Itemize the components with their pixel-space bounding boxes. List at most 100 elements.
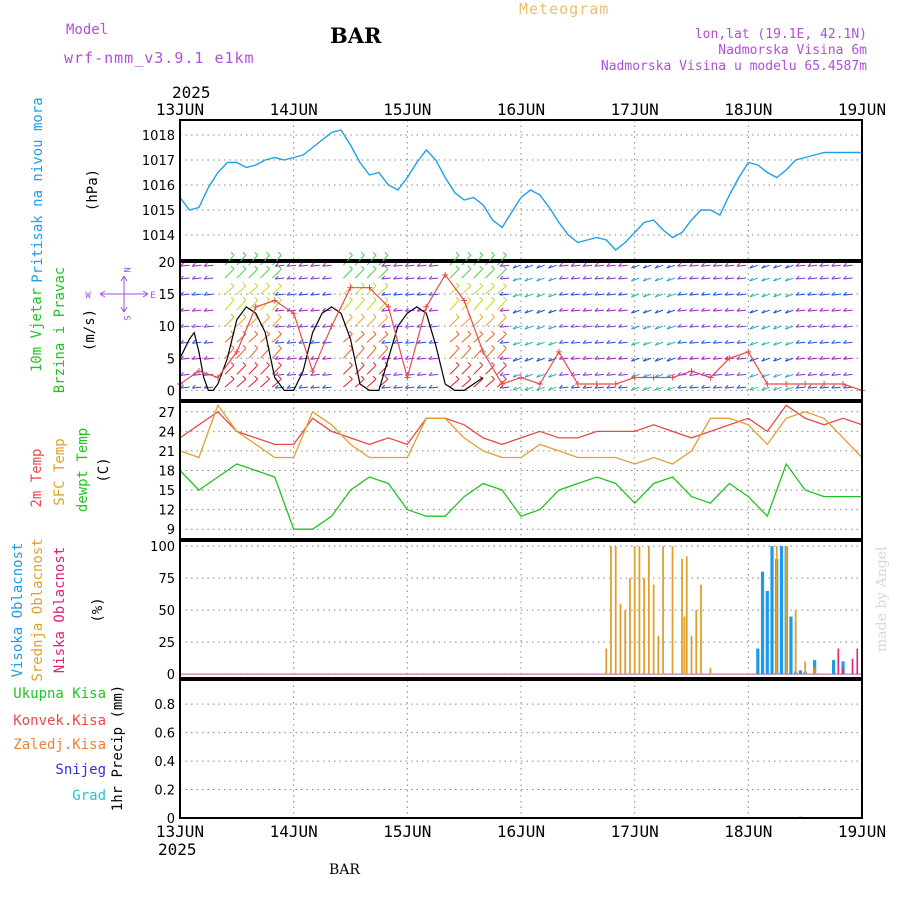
wind-barb-tick [254, 361, 259, 366]
wind-barb-tick [372, 361, 377, 366]
wind-barb [343, 364, 353, 375]
wind-barb-tick [761, 264, 765, 269]
wind-barb [677, 309, 687, 312]
wind-barb [260, 299, 270, 311]
wind-barb-tick [594, 291, 599, 296]
wind-barb [631, 325, 640, 330]
wind-barb-tick [524, 309, 529, 314]
wind-barb [594, 325, 604, 328]
wind-barb [354, 316, 365, 327]
wind-barb [631, 373, 640, 378]
y-tick-label: 24 [158, 425, 175, 440]
wind-barb-tick [749, 341, 754, 346]
wind-barb-tick [819, 262, 824, 267]
wind-barb [654, 309, 664, 314]
wind-barb-tick [570, 355, 575, 360]
dewpt-label: dewpt Temp [75, 428, 91, 512]
wind-barb-tick [689, 384, 693, 389]
wind-barb-tick [286, 262, 291, 267]
wind-barb [701, 264, 711, 267]
wind-barb-tick [666, 264, 671, 269]
wind-barb [701, 386, 711, 389]
pressure-line [179, 129, 862, 251]
wind-barb [701, 309, 711, 312]
mid-cloud-bar [700, 584, 702, 675]
wind-barb [594, 341, 604, 344]
y-tick-label: 1017 [142, 154, 175, 169]
wind-barb [785, 277, 794, 282]
wind-barb-tick [606, 262, 611, 267]
wind-barb [749, 325, 758, 330]
wind-barb-tick [701, 307, 705, 312]
wind-barb-tick [512, 293, 517, 298]
day-labels-top: 13JUN 14JUN 15JUN 16JUN 17JUN 18JUN 19JUN [156, 100, 886, 119]
wind-barb-tick [393, 355, 397, 360]
wind-barb [831, 357, 841, 360]
wind-barb [378, 347, 389, 359]
wind-barb-tick [286, 339, 291, 344]
wind-barb-tick [724, 339, 729, 344]
wind-barb-tick [254, 330, 259, 335]
wind-barb [643, 341, 652, 346]
wind-barb-tick [642, 357, 647, 362]
wind-barb [260, 364, 270, 375]
wind-barb-tick [322, 384, 326, 389]
wind-barb-tick [266, 265, 270, 270]
wind-barb-tick [455, 282, 460, 287]
wind-barb-tick [393, 262, 397, 267]
wind-barb-tick [618, 371, 622, 376]
wind-barb-tick [286, 291, 291, 296]
wind-barb [819, 293, 829, 296]
wind-barb [725, 293, 735, 296]
wind-barb [248, 316, 259, 327]
wind-barb [366, 268, 377, 279]
wind-barb [310, 293, 320, 296]
wind-barb-tick [749, 277, 754, 282]
wind-barb [248, 254, 259, 266]
wind-barb-tick [499, 307, 504, 312]
pressure-labels: Pritisak na nivou mora (hPa) [30, 97, 101, 282]
wind-panel: 0 5 10 15 20 [158, 251, 865, 401]
wind-barb [725, 341, 735, 344]
wind-barb-tick [381, 307, 386, 312]
wind-gust-marker [707, 374, 714, 381]
compass-south: S [121, 315, 131, 320]
wind-barb-tick [631, 309, 635, 314]
wind-barb [713, 325, 723, 328]
wind-barb [807, 277, 818, 280]
wind-barb [260, 333, 270, 343]
wind-barb-tick [594, 307, 599, 312]
wind-barb-tick [724, 275, 729, 280]
wind-barb [677, 264, 687, 267]
wind-barb-tick [559, 262, 563, 267]
wind-barb-tick [701, 291, 705, 296]
wind-barb [381, 277, 391, 280]
wind-barb-tick [773, 325, 777, 330]
wind-barb-tick [689, 323, 693, 328]
wind-barb [429, 373, 439, 376]
wind-barb-tick [191, 384, 196, 389]
wind-barb [796, 341, 806, 344]
wind-barb [819, 325, 829, 328]
wind-barb [204, 309, 214, 312]
wind-barb-tick [582, 384, 587, 389]
wind-barb [796, 264, 806, 267]
wind-barb-tick [499, 323, 504, 328]
wind-barb [180, 386, 190, 389]
high-cloud-bar [789, 616, 793, 675]
wind-barb-tick [548, 386, 552, 391]
mid-cloud-bar [681, 558, 683, 675]
wind-barb-tick [230, 251, 235, 256]
wind-barb [512, 373, 522, 378]
y-tick-label: 100 [150, 540, 175, 555]
wind-barb [271, 299, 282, 311]
wind-barb [275, 325, 285, 328]
high-cloud-bar [760, 571, 765, 675]
wind-barb-tick [843, 291, 847, 296]
wind-barb [536, 309, 545, 314]
wind-barb [819, 341, 829, 344]
wind-barb-tick [502, 361, 507, 366]
wind-barb [192, 277, 202, 280]
wind-barb [807, 293, 818, 296]
wind-barb [785, 293, 794, 298]
